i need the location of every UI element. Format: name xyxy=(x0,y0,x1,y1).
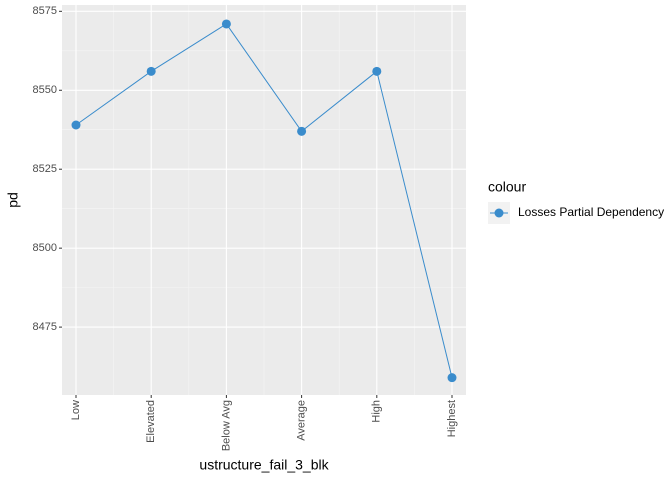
x-tick-label: Below Avg xyxy=(220,400,232,451)
y-tick-label: 8525 xyxy=(33,163,57,175)
point xyxy=(447,373,457,383)
y-axis-title: pd xyxy=(5,192,21,208)
point xyxy=(221,19,231,29)
y-tick-label: 8475 xyxy=(33,321,57,333)
series-line xyxy=(75,23,453,378)
x-tick-label: Average xyxy=(296,400,308,441)
point xyxy=(71,120,81,130)
x-axis-title: ustructure_fail_3_blk xyxy=(199,457,329,473)
legend-label: Losses Partial Dependency xyxy=(518,205,664,219)
y-tick-label: 8550 xyxy=(33,84,57,96)
point xyxy=(297,126,307,136)
legend-point xyxy=(494,208,504,218)
y-tick-label: 8575 xyxy=(33,5,57,17)
x-tick-label: Highest xyxy=(446,400,458,437)
point xyxy=(372,66,382,76)
legend-title: colour xyxy=(488,179,526,195)
y-tick-label: 8500 xyxy=(33,242,57,254)
point xyxy=(146,66,156,76)
x-tick-label: Low xyxy=(70,400,82,420)
x-tick-label: Elevated xyxy=(145,400,157,443)
x-tick-label: High xyxy=(371,400,383,423)
